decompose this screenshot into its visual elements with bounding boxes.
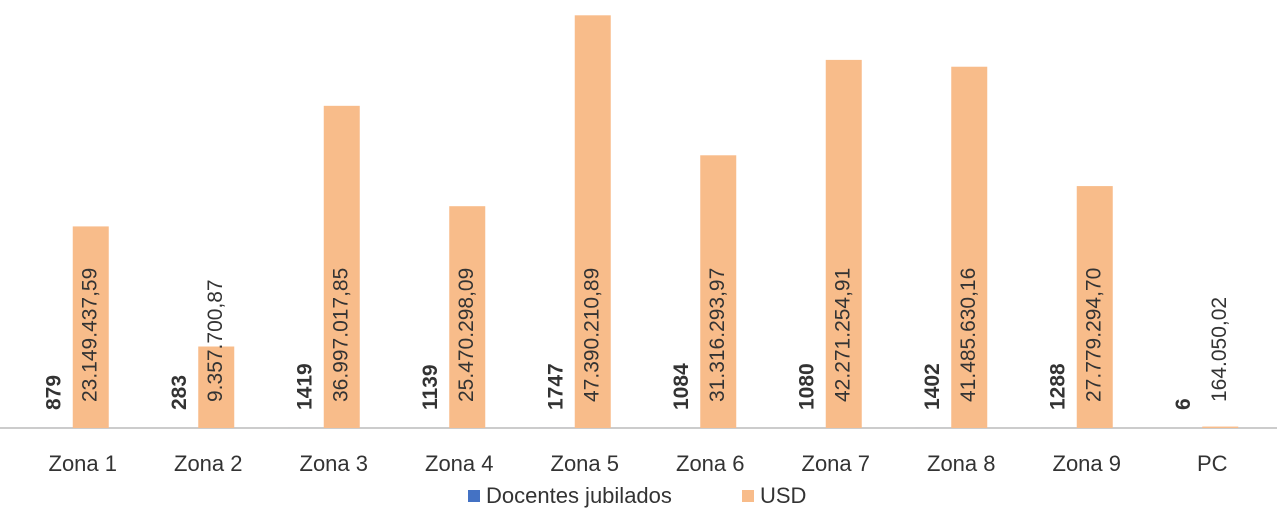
data-label: 1419 (293, 363, 316, 410)
x-tick-label: Zona 9 (1053, 451, 1122, 476)
bar (198, 346, 235, 428)
bar (449, 206, 486, 428)
data-label: 1288 (1046, 363, 1069, 410)
data-label: 31.316.293,97 (706, 268, 729, 402)
data-label: 25.470.298,09 (455, 268, 478, 402)
x-tick-label: Zona 4 (425, 451, 494, 476)
x-tick-label: Zona 1 (49, 451, 118, 476)
legend-swatch (742, 490, 754, 502)
bar (574, 15, 611, 429)
data-label: 23.149.437,59 (78, 268, 101, 402)
x-tick-label: Zona 5 (551, 451, 620, 476)
bar (825, 59, 862, 429)
data-label: 879 (42, 375, 65, 410)
data-label: 1402 (921, 363, 944, 410)
bar (72, 226, 109, 428)
x-tick-label: Zona 8 (927, 451, 996, 476)
x-tick-label: Zona 6 (676, 451, 745, 476)
data-label: 164.050,02 (1208, 297, 1231, 402)
data-label: 283 (168, 375, 191, 410)
bar (323, 105, 360, 429)
data-label: 1084 (670, 363, 693, 410)
legend-label: Docentes jubilados (486, 483, 672, 508)
data-label: 41.485.630,16 (957, 268, 980, 402)
bar (951, 66, 988, 428)
bar (700, 155, 737, 428)
data-label: 27.779.294,70 (1082, 268, 1105, 402)
data-label: 36.997.017,85 (329, 268, 352, 402)
x-tick-label: Zona 2 (174, 451, 243, 476)
bar (1076, 186, 1113, 428)
x-tick-label: Zona 3 (300, 451, 369, 476)
data-label: 6 (1172, 398, 1195, 410)
data-label: 1139 (419, 364, 442, 410)
x-tick-label: Zona 7 (802, 451, 871, 476)
data-label: 9.357.700,87 (204, 279, 227, 402)
data-label: 42.271.254,91 (831, 268, 854, 402)
data-label: 47.390.210,89 (580, 268, 603, 402)
data-label: 1747 (544, 363, 567, 410)
data-label: 1080 (795, 363, 818, 410)
legend-label: USD (760, 483, 806, 508)
bar (1202, 426, 1239, 428)
legend-swatch (468, 490, 480, 502)
x-tick-label: PC (1197, 451, 1228, 476)
